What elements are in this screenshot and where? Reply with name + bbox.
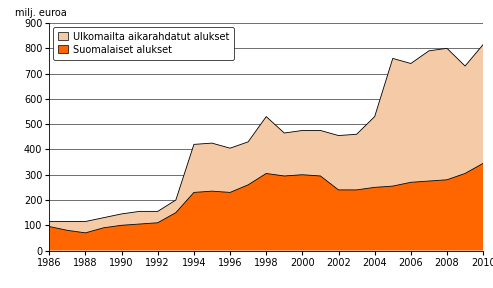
Legend: Ulkomailta aikarahdatut alukset, Suomalaiset alukset: Ulkomailta aikarahdatut alukset, Suomala… — [53, 27, 234, 60]
Text: milj. euroa: milj. euroa — [15, 8, 67, 18]
